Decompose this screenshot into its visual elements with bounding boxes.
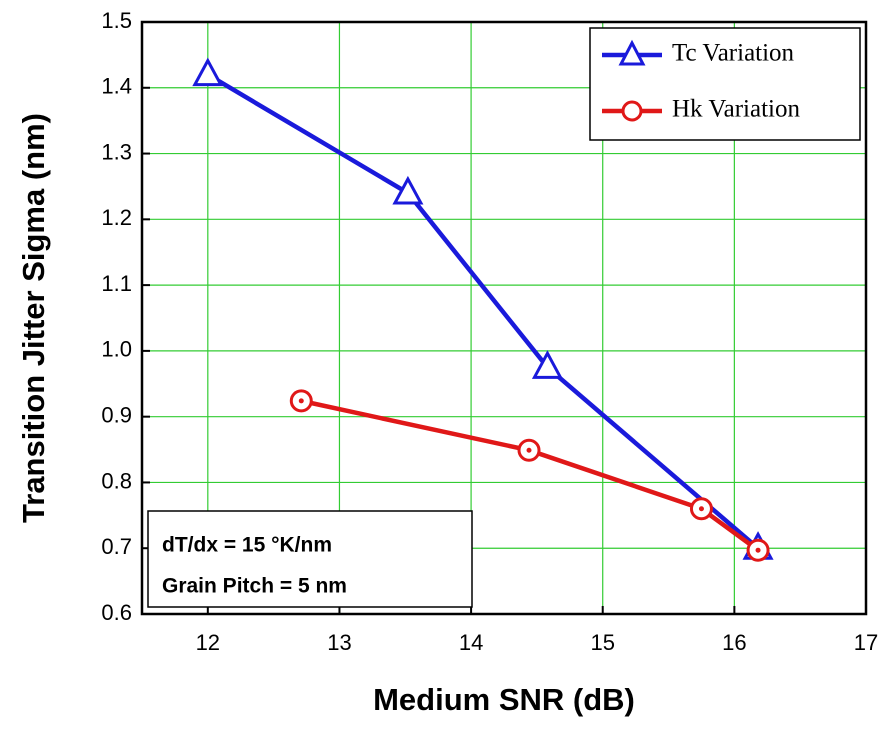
- series-line: [206, 72, 760, 550]
- marker-dot: [298, 398, 304, 404]
- x-tick-label: 16: [722, 630, 746, 655]
- legend-label: Hk Variation: [672, 96, 800, 123]
- y-tick-label: 0.6: [101, 600, 132, 625]
- x-tick-label: 12: [196, 630, 220, 655]
- y-axis-label: Transition Jitter Sigma (nm): [16, 113, 51, 523]
- y-tick-label: 1.2: [101, 205, 132, 230]
- y-tick-label: 0.7: [101, 534, 132, 559]
- marker: [531, 350, 563, 379]
- marker: [392, 175, 424, 205]
- x-tick-label: 14: [459, 630, 483, 655]
- legend-marker: [618, 39, 646, 66]
- legend-label: Tc Variation: [672, 40, 795, 67]
- annotation-box: [147, 510, 473, 608]
- y-tick-label: 1.1: [101, 271, 132, 296]
- y-tick-label: 1.3: [101, 139, 132, 164]
- plot-frame: [140, 20, 868, 616]
- x-tick-label: 17: [854, 630, 878, 655]
- series-line: [300, 398, 760, 553]
- y-tick-label: 1.0: [101, 337, 132, 362]
- x-tick-label: 13: [327, 630, 351, 655]
- marker-dot: [698, 506, 704, 512]
- x-axis-label: Medium SNR (dB): [373, 682, 635, 717]
- marker: [192, 57, 224, 87]
- marker-dot: [526, 447, 532, 453]
- marker-dot: [755, 547, 761, 553]
- legend-marker: [621, 100, 643, 122]
- annotation: dT/dx = 15 °K/nm: [162, 534, 332, 557]
- y-tick-label: 1.5: [101, 8, 132, 33]
- annotation: Grain Pitch = 5 nm: [162, 575, 347, 598]
- y-tick-label: 0.9: [101, 402, 132, 427]
- y-tick-label: 1.4: [101, 74, 132, 99]
- x-tick-label: 15: [590, 630, 614, 655]
- y-tick-label: 0.8: [101, 468, 132, 493]
